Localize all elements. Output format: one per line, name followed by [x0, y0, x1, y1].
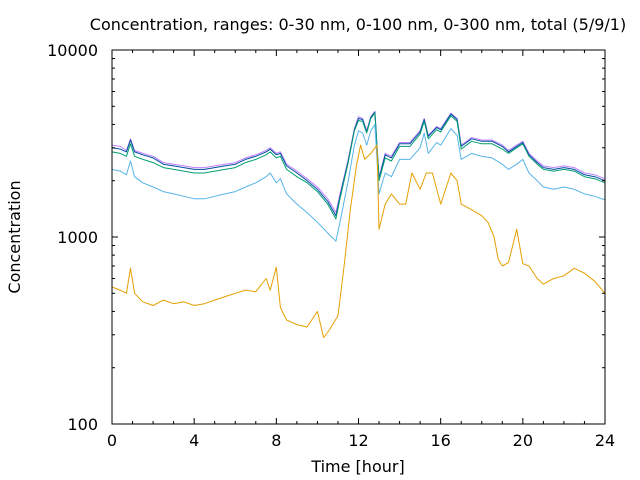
y-tick-label: 100 — [67, 415, 98, 434]
ticks-layer: 0 4 8 12 16 20 24 100 1000 10000 — [47, 41, 615, 450]
x-tick-label: 0 — [107, 431, 117, 450]
x-axis-label: Time [hour] — [310, 457, 404, 476]
chart-title: Concentration, ranges: 0-30 nm, 0-100 nm… — [90, 15, 626, 34]
plot-area-frame — [111, 49, 606, 425]
x-tick-label: 24 — [595, 431, 615, 450]
series-line-5 — [111, 144, 606, 338]
x-tick-label: 16 — [430, 431, 450, 450]
x-tick-label: 4 — [189, 431, 199, 450]
x-tick-label: 12 — [348, 431, 368, 450]
y-tick-label: 1000 — [57, 228, 98, 247]
x-tick-label: 8 — [271, 431, 281, 450]
y-tick-label: 10000 — [47, 41, 98, 60]
series-line-2 — [111, 111, 606, 217]
series-layer — [111, 110, 606, 338]
series-line-3 — [111, 112, 606, 220]
y-axis-label: Concentration — [5, 180, 24, 293]
x-tick-label: 20 — [513, 431, 533, 450]
series-line-1 — [111, 110, 606, 214]
series-line-4 — [111, 123, 606, 242]
